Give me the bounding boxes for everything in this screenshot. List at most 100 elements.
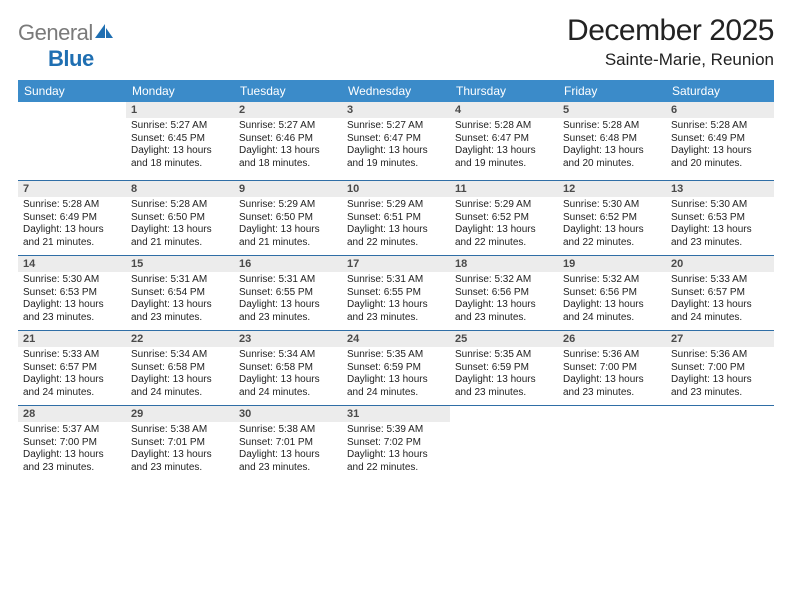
calendar-day-cell: 7Sunrise: 5:28 AMSunset: 6:49 PMDaylight… xyxy=(18,181,126,256)
daylight-text: Daylight: 13 hours and 23 minutes. xyxy=(563,374,661,399)
calendar-day-cell: 19Sunrise: 5:32 AMSunset: 6:56 PMDayligh… xyxy=(558,256,666,331)
calendar-day-cell xyxy=(450,406,558,485)
day-details: Sunrise: 5:38 AMSunset: 7:01 PMDaylight:… xyxy=(126,422,234,480)
day-details: Sunrise: 5:36 AMSunset: 7:00 PMDaylight:… xyxy=(558,347,666,405)
daylight-text: Daylight: 13 hours and 23 minutes. xyxy=(239,449,337,474)
page-header: General Blue December 2025 Sainte-Marie,… xyxy=(18,14,774,72)
sunrise-text: Sunrise: 5:27 AM xyxy=(239,120,337,133)
day-details: Sunrise: 5:28 AMSunset: 6:50 PMDaylight:… xyxy=(126,197,234,255)
sunrise-text: Sunrise: 5:31 AM xyxy=(239,274,337,287)
calendar-day-cell: 31Sunrise: 5:39 AMSunset: 7:02 PMDayligh… xyxy=(342,406,450,485)
calendar-day-cell: 30Sunrise: 5:38 AMSunset: 7:01 PMDayligh… xyxy=(234,406,342,485)
sunrise-text: Sunrise: 5:28 AM xyxy=(563,120,661,133)
sunset-text: Sunset: 6:45 PM xyxy=(131,133,229,146)
calendar-day-cell: 6Sunrise: 5:28 AMSunset: 6:49 PMDaylight… xyxy=(666,102,774,181)
day-details: Sunrise: 5:30 AMSunset: 6:53 PMDaylight:… xyxy=(18,272,126,330)
calendar-page: General Blue December 2025 Sainte-Marie,… xyxy=(0,0,792,612)
title-block: December 2025 Sainte-Marie, Reunion xyxy=(567,14,774,70)
day-number: 19 xyxy=(558,256,666,272)
day-details: Sunrise: 5:39 AMSunset: 7:02 PMDaylight:… xyxy=(342,422,450,480)
calendar-week-row: 14Sunrise: 5:30 AMSunset: 6:53 PMDayligh… xyxy=(18,256,774,331)
sunrise-text: Sunrise: 5:36 AM xyxy=(563,349,661,362)
sunrise-text: Sunrise: 5:29 AM xyxy=(347,199,445,212)
sunrise-text: Sunrise: 5:33 AM xyxy=(23,349,121,362)
day-details: Sunrise: 5:35 AMSunset: 6:59 PMDaylight:… xyxy=(342,347,450,405)
weekday-header: Saturday xyxy=(666,80,774,102)
sunrise-text: Sunrise: 5:39 AM xyxy=(347,424,445,437)
day-number: 20 xyxy=(666,256,774,272)
sunrise-text: Sunrise: 5:30 AM xyxy=(671,199,769,212)
brand-text: General Blue xyxy=(18,20,115,72)
day-number: 7 xyxy=(18,181,126,197)
daylight-text: Daylight: 13 hours and 18 minutes. xyxy=(131,145,229,170)
sunset-text: Sunset: 6:47 PM xyxy=(455,133,553,146)
day-details: Sunrise: 5:35 AMSunset: 6:59 PMDaylight:… xyxy=(450,347,558,405)
sunset-text: Sunset: 6:52 PM xyxy=(455,212,553,225)
calendar-week-row: 7Sunrise: 5:28 AMSunset: 6:49 PMDaylight… xyxy=(18,181,774,256)
sunset-text: Sunset: 7:01 PM xyxy=(239,437,337,450)
calendar-day-cell: 26Sunrise: 5:36 AMSunset: 7:00 PMDayligh… xyxy=(558,331,666,406)
day-number: 16 xyxy=(234,256,342,272)
sunset-text: Sunset: 6:50 PM xyxy=(131,212,229,225)
day-details: Sunrise: 5:28 AMSunset: 6:48 PMDaylight:… xyxy=(558,118,666,176)
calendar-day-cell: 21Sunrise: 5:33 AMSunset: 6:57 PMDayligh… xyxy=(18,331,126,406)
calendar-day-cell xyxy=(558,406,666,485)
calendar-day-cell xyxy=(18,102,126,181)
day-details: Sunrise: 5:27 AMSunset: 6:45 PMDaylight:… xyxy=(126,118,234,176)
calendar-day-cell: 4Sunrise: 5:28 AMSunset: 6:47 PMDaylight… xyxy=(450,102,558,181)
day-details: Sunrise: 5:30 AMSunset: 6:52 PMDaylight:… xyxy=(558,197,666,255)
sunset-text: Sunset: 6:49 PM xyxy=(671,133,769,146)
brand-text-blue: Blue xyxy=(48,46,94,71)
day-number: 3 xyxy=(342,102,450,118)
sunset-text: Sunset: 7:00 PM xyxy=(671,362,769,375)
daylight-text: Daylight: 13 hours and 23 minutes. xyxy=(671,374,769,399)
sunrise-text: Sunrise: 5:28 AM xyxy=(23,199,121,212)
daylight-text: Daylight: 13 hours and 21 minutes. xyxy=(131,224,229,249)
day-number: 23 xyxy=(234,331,342,347)
daylight-text: Daylight: 13 hours and 23 minutes. xyxy=(671,224,769,249)
sunrise-text: Sunrise: 5:32 AM xyxy=(455,274,553,287)
day-number: 12 xyxy=(558,181,666,197)
sunset-text: Sunset: 6:54 PM xyxy=(131,287,229,300)
daylight-text: Daylight: 13 hours and 22 minutes. xyxy=(563,224,661,249)
calendar-day-cell: 15Sunrise: 5:31 AMSunset: 6:54 PMDayligh… xyxy=(126,256,234,331)
sunset-text: Sunset: 6:46 PM xyxy=(239,133,337,146)
sunset-text: Sunset: 6:57 PM xyxy=(671,287,769,300)
weekday-header: Friday xyxy=(558,80,666,102)
sunset-text: Sunset: 6:59 PM xyxy=(455,362,553,375)
sunset-text: Sunset: 6:57 PM xyxy=(23,362,121,375)
day-number: 18 xyxy=(450,256,558,272)
calendar-day-cell: 28Sunrise: 5:37 AMSunset: 7:00 PMDayligh… xyxy=(18,406,126,485)
calendar-header-row: SundayMondayTuesdayWednesdayThursdayFrid… xyxy=(18,80,774,102)
daylight-text: Daylight: 13 hours and 20 minutes. xyxy=(563,145,661,170)
sunset-text: Sunset: 6:47 PM xyxy=(347,133,445,146)
day-number: 14 xyxy=(18,256,126,272)
calendar-day-cell: 24Sunrise: 5:35 AMSunset: 6:59 PMDayligh… xyxy=(342,331,450,406)
day-number: 30 xyxy=(234,406,342,422)
calendar-day-cell: 3Sunrise: 5:27 AMSunset: 6:47 PMDaylight… xyxy=(342,102,450,181)
sunset-text: Sunset: 6:50 PM xyxy=(239,212,337,225)
day-number: 11 xyxy=(450,181,558,197)
weekday-header: Thursday xyxy=(450,80,558,102)
calendar-day-cell: 2Sunrise: 5:27 AMSunset: 6:46 PMDaylight… xyxy=(234,102,342,181)
day-number: 10 xyxy=(342,181,450,197)
daylight-text: Daylight: 13 hours and 19 minutes. xyxy=(455,145,553,170)
daylight-text: Daylight: 13 hours and 24 minutes. xyxy=(671,299,769,324)
day-details: Sunrise: 5:30 AMSunset: 6:53 PMDaylight:… xyxy=(666,197,774,255)
sunset-text: Sunset: 6:48 PM xyxy=(563,133,661,146)
day-details: Sunrise: 5:34 AMSunset: 6:58 PMDaylight:… xyxy=(126,347,234,405)
day-details: Sunrise: 5:31 AMSunset: 6:54 PMDaylight:… xyxy=(126,272,234,330)
daylight-text: Daylight: 13 hours and 23 minutes. xyxy=(23,299,121,324)
sunset-text: Sunset: 6:58 PM xyxy=(131,362,229,375)
sunset-text: Sunset: 6:55 PM xyxy=(239,287,337,300)
sunrise-text: Sunrise: 5:28 AM xyxy=(671,120,769,133)
daylight-text: Daylight: 13 hours and 24 minutes. xyxy=(563,299,661,324)
day-details: Sunrise: 5:28 AMSunset: 6:47 PMDaylight:… xyxy=(450,118,558,176)
daylight-text: Daylight: 13 hours and 24 minutes. xyxy=(239,374,337,399)
sunrise-text: Sunrise: 5:34 AM xyxy=(239,349,337,362)
day-details: Sunrise: 5:28 AMSunset: 6:49 PMDaylight:… xyxy=(18,197,126,255)
weekday-header: Sunday xyxy=(18,80,126,102)
sunset-text: Sunset: 6:53 PM xyxy=(671,212,769,225)
calendar-day-cell: 1Sunrise: 5:27 AMSunset: 6:45 PMDaylight… xyxy=(126,102,234,181)
daylight-text: Daylight: 13 hours and 18 minutes. xyxy=(239,145,337,170)
